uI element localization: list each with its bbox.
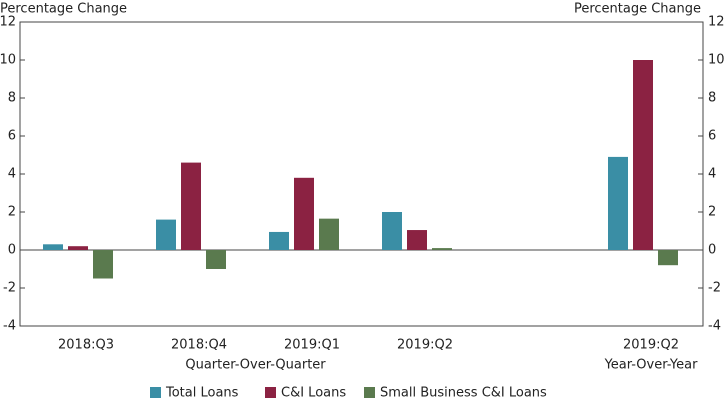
y-tick-label: 12 [0,15,16,30]
legend-label: Small Business C&I Loans [380,386,547,400]
y-tick-label: 0 [8,243,16,258]
x-tick-label: 2018:Q3 [58,338,114,353]
bar [382,212,402,250]
bar [156,219,176,250]
y-axis-label: Percentage Change [0,2,127,17]
y2-tick-label: 10 [708,53,725,68]
y2-tick-label: 4 [708,167,716,182]
y2-tick-label: 8 [708,91,716,106]
group-label: Year-Over-Year [604,358,699,373]
bar [294,177,314,250]
y2-tick-label: 12 [708,15,725,30]
bar [181,162,201,250]
legend-swatch [265,387,276,398]
y-tick-label: 4 [8,167,16,182]
legend-label: Total Loans [165,386,239,400]
bar [319,218,339,250]
y2-tick-label: 0 [708,243,716,258]
y-tick-label: -4 [3,319,16,334]
bar [407,230,427,250]
group-label: Quarter-Over-Quarter [185,358,326,373]
bar [432,248,452,250]
y2-axis-label: Percentage Change [574,2,701,17]
legend-swatch [150,387,161,398]
y2-tick-label: 6 [708,129,716,144]
y-tick-label: 2 [8,205,16,220]
x-tick-label: 2019:Q2 [623,338,679,353]
bar [206,250,226,269]
y2-tick-label: 2 [708,205,716,220]
x-tick-label: 2018:Q4 [171,338,227,353]
y-tick-label: -2 [3,281,16,296]
y-tick-label: 8 [8,91,16,106]
bar [68,246,88,250]
bar [608,156,628,250]
plot-frame [19,21,704,327]
x-tick-label: 2019:Q1 [284,338,340,353]
y2-tick-label: -2 [708,281,721,296]
bar [93,250,113,279]
x-tick-label: 2019:Q2 [397,338,453,353]
y-tick-label: 6 [8,129,16,144]
y2-tick-label: -4 [708,319,721,334]
bar [633,60,653,250]
legend-label: C&I Loans [281,386,346,400]
y-tick-label: 10 [0,53,16,68]
bar [658,250,678,266]
bar [43,244,63,250]
bar [269,231,289,250]
legend-swatch [364,387,375,398]
